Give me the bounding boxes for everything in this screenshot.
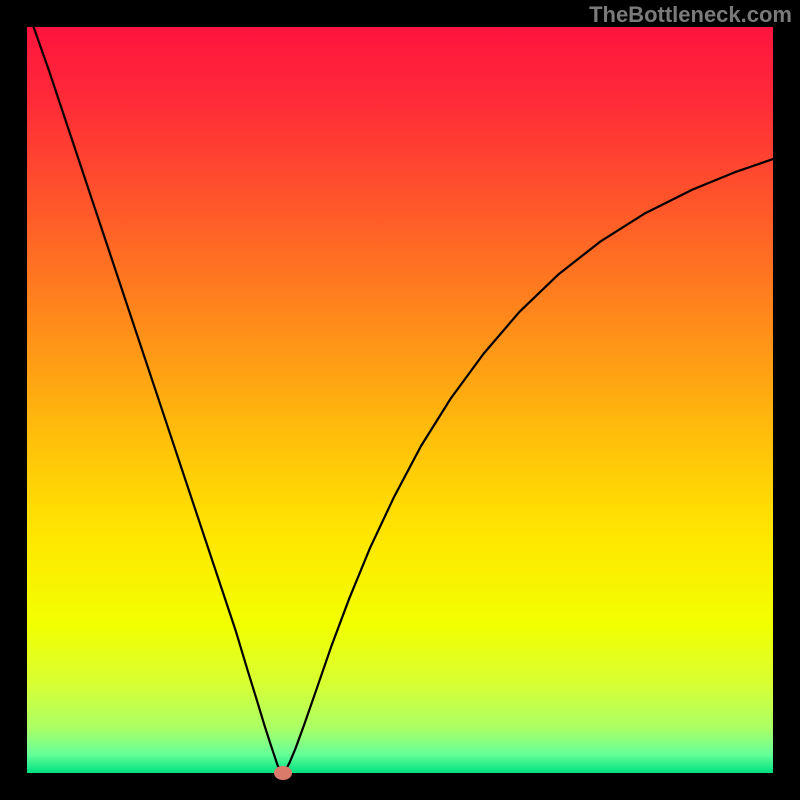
curve-layer — [27, 27, 773, 773]
curve-path — [27, 27, 773, 773]
plot-area — [27, 27, 773, 773]
watermark-text: TheBottleneck.com — [589, 2, 792, 28]
minimum-marker — [274, 766, 292, 780]
